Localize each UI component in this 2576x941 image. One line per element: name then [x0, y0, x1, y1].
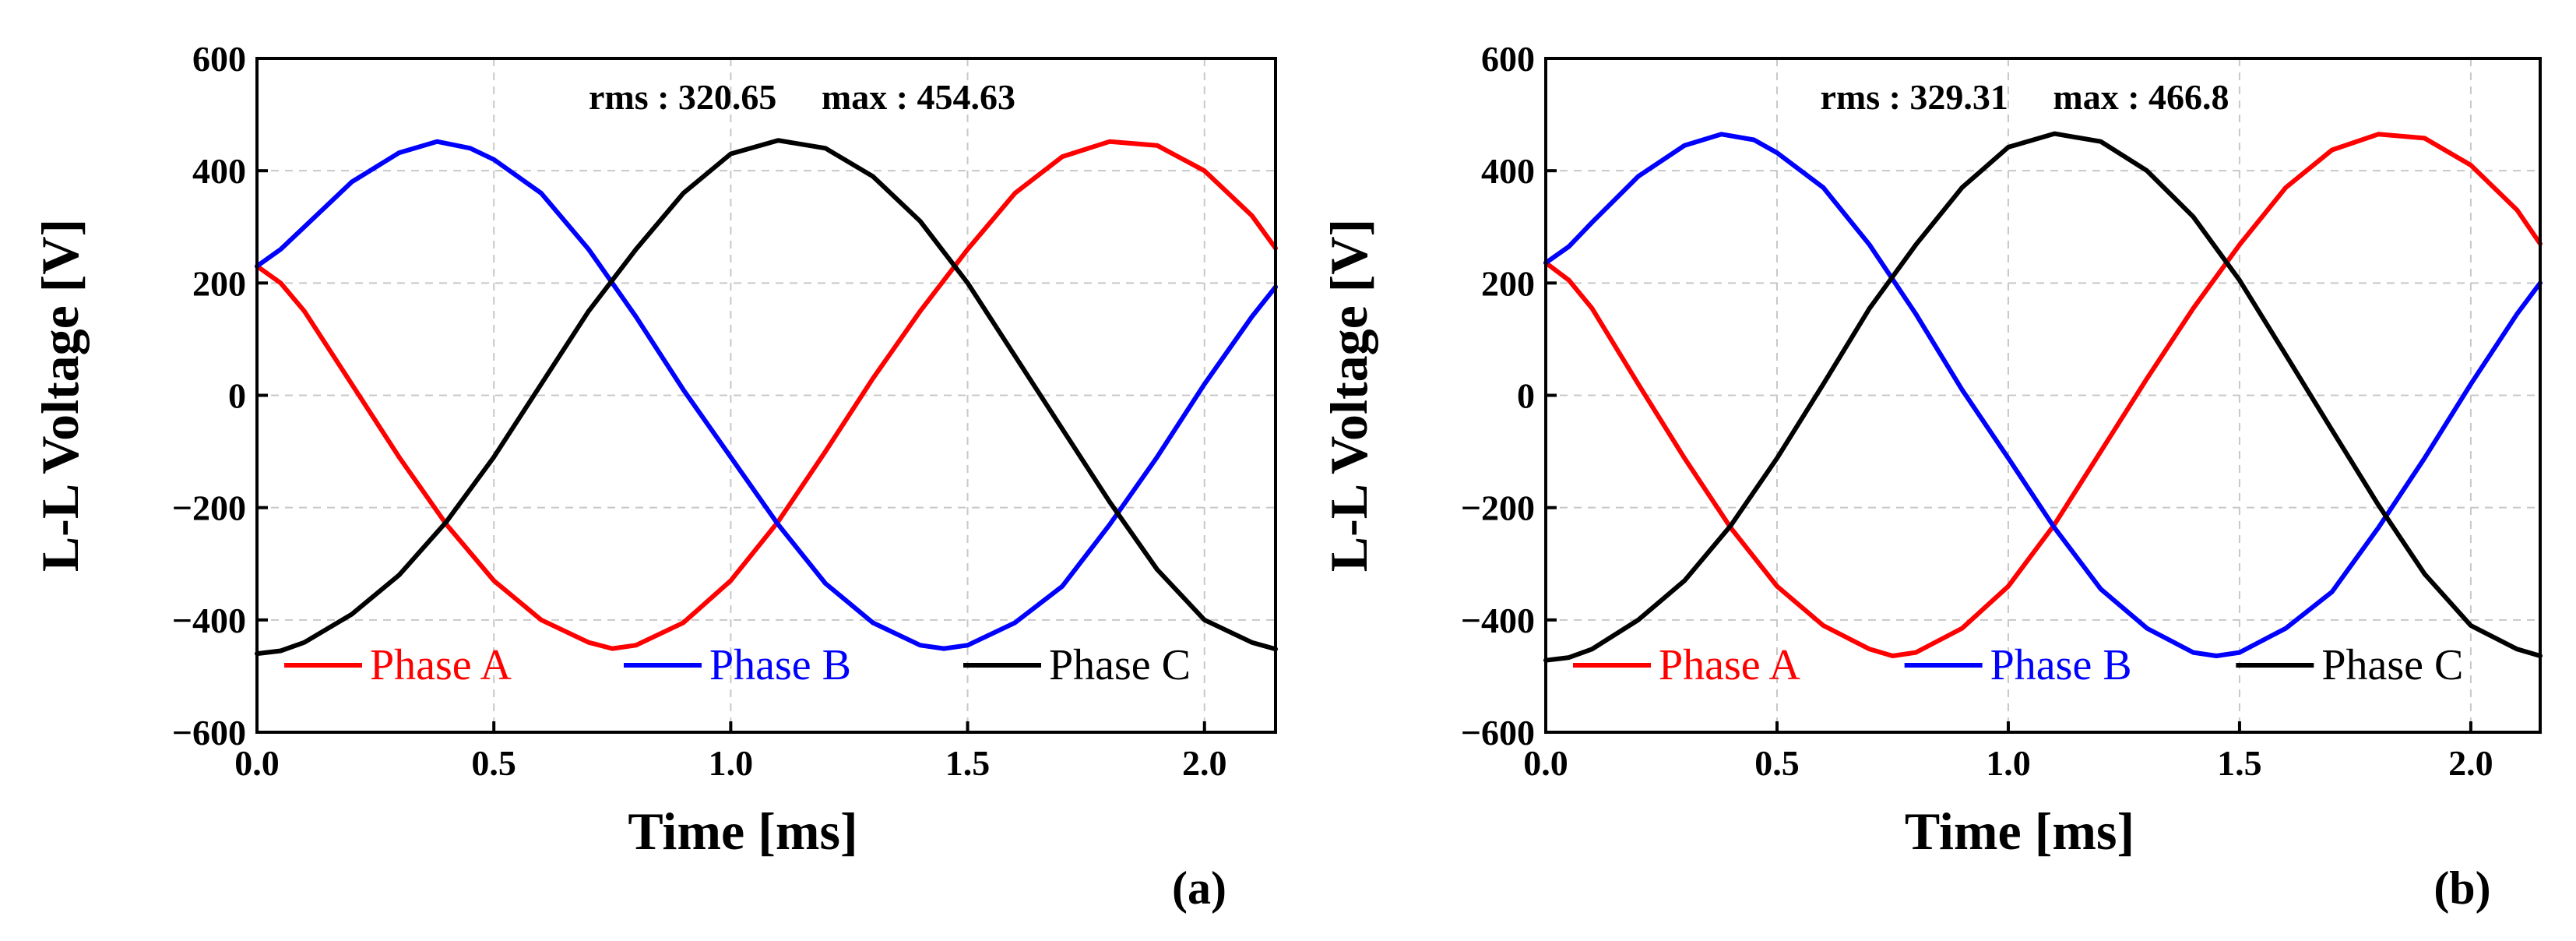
y-tick-label: 600 — [1481, 39, 1535, 79]
legend-entry: Phase C — [1049, 641, 1191, 689]
y-tick-label: −200 — [1461, 488, 1535, 528]
legend-entry: Phase B — [1990, 641, 2132, 689]
y-tick-label: −600 — [1461, 713, 1535, 752]
rms-max-annotation: rms : 329.31 max : 466.8 — [1820, 77, 2229, 117]
panel-label: (b) — [2433, 862, 2490, 914]
series-line-phase-b — [1543, 132, 2543, 658]
y-tick-label: 0 — [228, 376, 246, 416]
y-tick-label: 600 — [192, 39, 246, 79]
x-tick-label: 1.0 — [709, 743, 754, 783]
chart-panel-b: −600 −400 −200 0 200 400 600 0.0 0.5 1.0 1.5 2.0 Tim… — [1319, 39, 2543, 914]
series-line-phase-c — [255, 138, 1278, 657]
series-line-phase-a — [1543, 132, 2543, 658]
y-tick-label: 200 — [1481, 263, 1535, 303]
series-line-phase-c — [1543, 131, 2543, 663]
x-tick-label: 0.0 — [234, 743, 280, 783]
panel-label: (a) — [1172, 862, 1226, 914]
x-tick-label: 0.5 — [471, 743, 516, 783]
x-tick-label: 2.0 — [1182, 743, 1227, 783]
y-tick-label: 400 — [1481, 151, 1535, 191]
x-axis-title: Time [ms] — [1905, 802, 2134, 861]
y-tick-label: 200 — [192, 263, 246, 303]
x-tick-label: 0.5 — [1754, 743, 1800, 783]
series-line-phase-a — [255, 139, 1278, 651]
legend-entry: Phase C — [2321, 641, 2463, 689]
y-tick-label: 0 — [1517, 376, 1535, 416]
y-axis-title: L-L Voltage [V] — [30, 219, 90, 572]
x-tick-label: 2.0 — [2448, 743, 2493, 783]
y-tick-label: −400 — [1461, 601, 1535, 640]
y-tick-label: 400 — [192, 151, 246, 191]
y-tick-label: −600 — [172, 713, 246, 752]
legend-entry: Phase A — [370, 641, 512, 689]
legend-entry: Phase B — [709, 641, 851, 689]
rms-max-annotation: rms : 320.65 max : 454.63 — [589, 77, 1015, 117]
x-tick-label: 0.0 — [1523, 743, 1568, 783]
x-axis-title: Time [ms] — [628, 802, 857, 861]
y-axis-title: L-L Voltage [V] — [1319, 219, 1378, 572]
y-tick-label: −400 — [172, 601, 246, 640]
x-tick-label: 1.0 — [1986, 743, 2031, 783]
legend-entry: Phase A — [1659, 641, 1801, 689]
x-tick-label: 1.5 — [2217, 743, 2262, 783]
series-line-phase-b — [255, 139, 1278, 651]
x-tick-label: 1.5 — [945, 743, 991, 783]
y-tick-label: −200 — [172, 488, 246, 528]
chart-panel-a: −600 −400 −200 0 200 400 600 0.0 0.5 1.0 1.5 2.0 Tim… — [30, 39, 1278, 914]
